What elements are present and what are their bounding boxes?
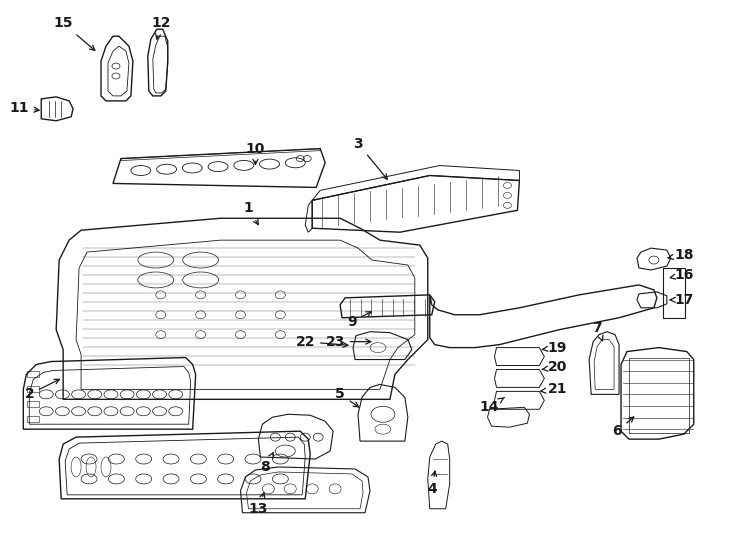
- Bar: [629, 357, 688, 433]
- Text: 12: 12: [151, 16, 170, 39]
- Text: 22: 22: [296, 335, 348, 349]
- Bar: [27, 372, 39, 377]
- Bar: [27, 387, 39, 393]
- Text: 9: 9: [347, 312, 371, 329]
- Text: 21: 21: [541, 382, 567, 396]
- Bar: [663, 268, 685, 318]
- Text: 13: 13: [249, 493, 268, 516]
- Text: 19: 19: [542, 341, 567, 355]
- Bar: [27, 401, 39, 407]
- Text: 3: 3: [353, 137, 388, 179]
- Text: 6: 6: [612, 417, 633, 438]
- Text: 23: 23: [325, 335, 371, 349]
- Text: 5: 5: [335, 387, 359, 407]
- Text: 1: 1: [244, 201, 258, 225]
- Text: 20: 20: [542, 361, 567, 375]
- Text: 7: 7: [592, 321, 603, 341]
- Bar: [27, 416, 39, 422]
- Text: 4: 4: [427, 471, 437, 496]
- Text: 16: 16: [670, 268, 694, 282]
- Text: 15: 15: [54, 16, 95, 50]
- Text: 17: 17: [670, 293, 694, 307]
- Text: 8: 8: [261, 453, 273, 474]
- Text: 2: 2: [24, 379, 59, 401]
- Text: 18: 18: [668, 248, 694, 262]
- Text: 11: 11: [10, 101, 39, 115]
- Text: 14: 14: [480, 397, 504, 414]
- Text: 10: 10: [246, 141, 265, 164]
